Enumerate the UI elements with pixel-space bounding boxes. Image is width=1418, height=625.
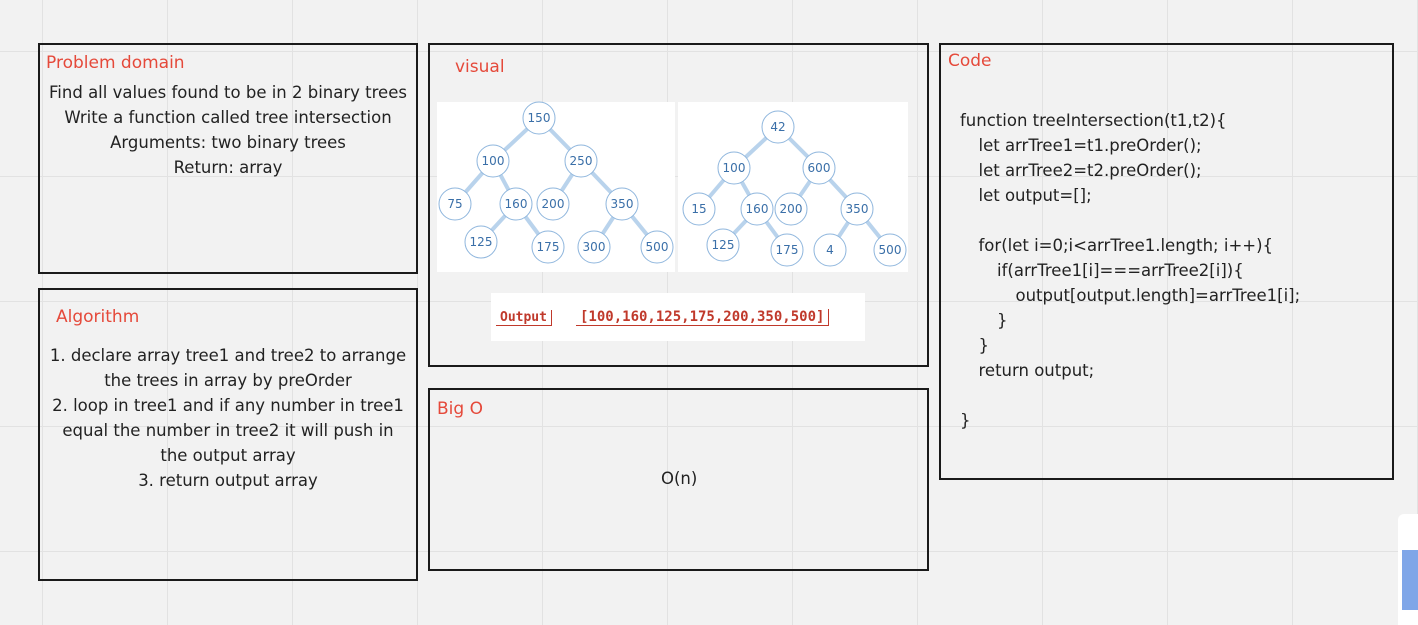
- text-line: return output;: [978, 361, 1095, 380]
- tree-node: [682, 192, 716, 226]
- tree-node: [438, 187, 472, 221]
- node-label: 15: [691, 202, 706, 216]
- tree-node: [770, 233, 804, 267]
- node-label: 350: [611, 197, 634, 211]
- text-line: let arrTree2=t2.preOrder();: [978, 161, 1202, 180]
- tree-node: [813, 233, 847, 267]
- tree-node: [640, 230, 674, 264]
- big-o-card: Big O O(n): [428, 388, 929, 571]
- node-label: 150: [528, 111, 551, 125]
- node-label: 100: [482, 154, 505, 168]
- tree-node: [564, 144, 598, 178]
- trees: 150 100 250 75 160 200 350 125 175 300 500 42 100 600…: [438, 101, 907, 267]
- tree-node: [802, 151, 836, 185]
- node-label: 4: [826, 243, 834, 257]
- node-label: 125: [712, 238, 735, 252]
- node-label: 600: [808, 161, 831, 175]
- text-line: function treeIntersection(t1,t2){: [960, 111, 1227, 130]
- node-label: 500: [646, 240, 669, 254]
- node-label: 500: [879, 243, 902, 257]
- card-title: visual: [455, 57, 505, 77]
- algorithm-card: Algorithm 1. declare array tree1 and tre…: [38, 288, 418, 581]
- text-line: the trees in array by preOrder: [104, 371, 352, 390]
- node-label: 300: [583, 240, 606, 254]
- node-label: 160: [746, 202, 769, 216]
- node-label: 175: [776, 243, 799, 257]
- node-label: 100: [723, 161, 746, 175]
- text-line: Arguments: two binary trees: [110, 133, 346, 152]
- tree-node: [531, 230, 565, 264]
- side-widget[interactable]: [1398, 514, 1418, 625]
- node-label: 200: [780, 202, 803, 216]
- text-line: }: [960, 411, 971, 430]
- tree-node: [840, 192, 874, 226]
- text-line: Write a function called tree intersectio…: [64, 108, 392, 127]
- tree-node: [774, 192, 808, 226]
- tree-node: [605, 187, 639, 221]
- complexity: O(n): [661, 469, 698, 488]
- text-line: output[output.length]=arrTree1[i];: [1015, 286, 1301, 305]
- output-label: Output: [496, 310, 552, 326]
- tree-node: [761, 110, 795, 144]
- tree-node: [499, 187, 533, 221]
- text-line: for(let i=0;i<arrTree1.length; i++){: [978, 236, 1274, 255]
- node-label: 350: [846, 202, 869, 216]
- text-line: 2. loop in tree1 and if any number in tr…: [52, 396, 404, 415]
- text-line: 3. return output array: [138, 471, 318, 490]
- text-line: Return: array: [173, 158, 283, 177]
- text-line: Find all values found to be in 2 binary …: [49, 83, 407, 102]
- node-label: 200: [542, 197, 565, 211]
- card-title: Algorithm: [56, 307, 140, 327]
- tree-node: [464, 225, 498, 259]
- tree-node: [873, 233, 907, 267]
- card-title: Code: [948, 51, 992, 71]
- text-line: let arrTree1=t1.preOrder();: [978, 136, 1202, 155]
- node-label: 75: [447, 197, 462, 211]
- tree-node: [476, 144, 510, 178]
- tree-node: [536, 187, 570, 221]
- tree-node: [577, 230, 611, 264]
- output-value: [100,160,125,175,200,350,500]: [576, 309, 830, 326]
- card-title: Big O: [437, 399, 483, 419]
- problem-domain-card: Problem domain Find all values found to …: [38, 43, 418, 274]
- tree-node: [522, 101, 556, 135]
- node-label: 125: [470, 235, 493, 249]
- tree-node: [740, 192, 774, 226]
- node-label: 250: [570, 154, 593, 168]
- text-line: }: [978, 336, 990, 355]
- text-line: 1. declare array tree1 and tree2 to arra…: [49, 346, 407, 365]
- output-image: [491, 293, 865, 341]
- text-line: if(arrTree1[i]===arrTree2[i]){: [997, 261, 1244, 280]
- node-label: 160: [505, 197, 528, 211]
- tree-node: [717, 151, 751, 185]
- text-line: equal the number in tree2 it will push i…: [62, 421, 394, 440]
- visual-card: visual 150 100 250 75 160 200 350 125 175 300 500 4…: [428, 43, 929, 367]
- card-title: Problem domain: [46, 53, 185, 73]
- tree-node: [706, 228, 740, 262]
- text-line: let output=[];: [978, 186, 1092, 205]
- text-line: }: [997, 311, 1008, 330]
- text-line: the output array: [160, 446, 296, 465]
- node-label: 42: [770, 120, 785, 134]
- code-card: Code function treeIntersection(t1,t2){ le…: [939, 43, 1394, 480]
- node-label: 175: [537, 240, 560, 254]
